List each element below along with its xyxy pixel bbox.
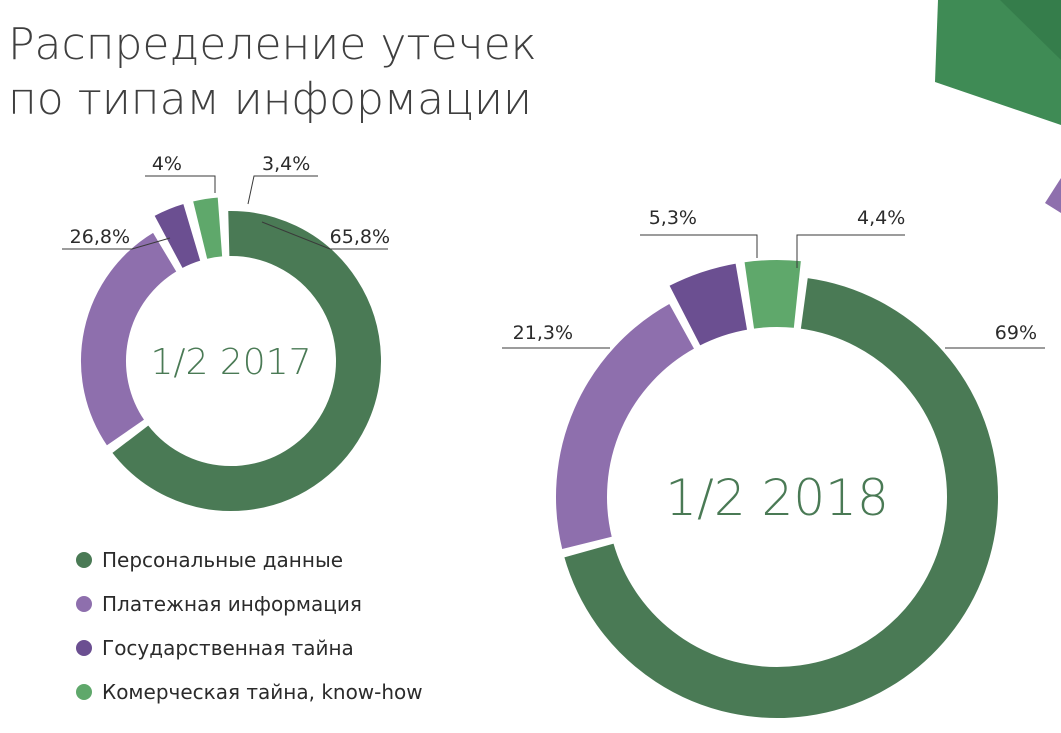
value-label-2-3: 5,3%: [649, 207, 697, 229]
legend-dot-icon: [76, 640, 92, 656]
legend-label: Платежная информация: [102, 592, 362, 616]
donut-center-label-2: 1/2 2018: [665, 469, 889, 527]
donut-center-label-1: 1/2 2017: [151, 342, 312, 383]
legend-label: Государственная тайна: [102, 636, 354, 660]
donut-slice-1-1: [109, 209, 383, 513]
legend-item: Комерческая тайна, know-how: [76, 680, 423, 704]
leader-line-1-4: [247, 175, 318, 205]
chart-title-line-1: Распределение утечек: [8, 19, 537, 70]
leader-line-1-1: [261, 221, 388, 250]
value-label-2-4: 4,4%: [857, 207, 905, 229]
leader-line-1-2: [62, 237, 171, 250]
donut-slice-2-3: [666, 261, 750, 349]
chart-legend: Персональные данные Платежная информация Г…: [76, 548, 423, 704]
legend-item: Государственная тайна: [76, 636, 354, 660]
legend-label: Персональные данные: [102, 548, 343, 572]
legend-label: Комерческая тайна, know-how: [102, 680, 423, 704]
donut-chart-2: 69% 21,3% 5,3% 4,4% 1/2 2018: [502, 207, 1045, 720]
chart-title-line-2: по типам информации: [8, 74, 532, 125]
decorative-green-shape-shade: [1000, 0, 1061, 60]
leader-line-1-3: [145, 175, 216, 193]
donut-slice-2-4: [742, 258, 804, 331]
decorative-purple-shape: [1045, 178, 1061, 213]
donut-slice-1-2: [79, 230, 179, 449]
legend-dot-icon: [76, 684, 92, 700]
donut-slice-1-4: [190, 195, 225, 262]
value-label-1-3: 4%: [152, 153, 182, 175]
legend-item: Персональные данные: [76, 548, 343, 572]
legend-dot-icon: [76, 552, 92, 568]
value-label-1-1: 65,8%: [330, 226, 390, 248]
donut-charts: 65,8% 26,8% 4% 3,4% 1/2 2017 69% 21,3% 5,3% 4,4%…: [62, 153, 1045, 720]
legend-item: Платежная информация: [76, 592, 362, 616]
donut-slice-1-3: [152, 201, 203, 271]
value-label-2-1: 69%: [995, 322, 1037, 344]
leader-line-2-3: [640, 234, 758, 258]
legend-dot-icon: [76, 596, 92, 612]
donut-slice-2-1: [561, 275, 1000, 720]
donut-slice-2-2: [554, 301, 697, 552]
value-label-1-2: 26,8%: [70, 226, 130, 248]
donut-chart-1: 65,8% 26,8% 4% 3,4% 1/2 2017: [62, 153, 390, 513]
decorative-green-shape: [935, 0, 1061, 125]
leader-line-2-4: [796, 234, 905, 268]
value-label-2-2: 21,3%: [513, 322, 573, 344]
value-label-1-4: 3,4%: [262, 153, 310, 175]
